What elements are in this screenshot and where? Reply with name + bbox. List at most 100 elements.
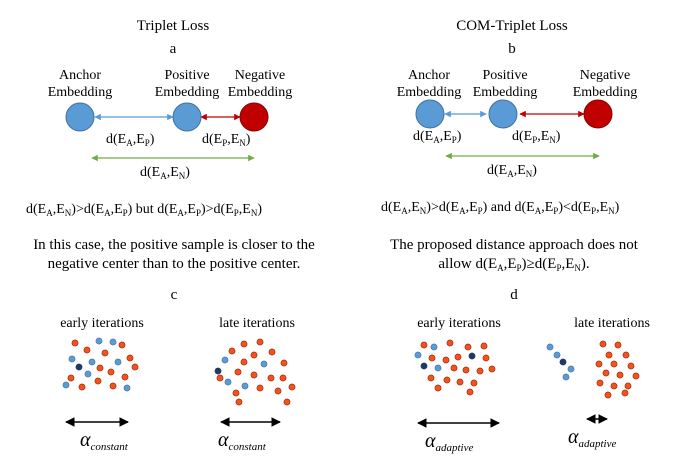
- late-adaptive-negative-point: [596, 379, 604, 387]
- late-adaptive-negative-point: [599, 340, 607, 348]
- early-adaptive-negative-point: [462, 366, 470, 374]
- late-constant-negative-point: [280, 359, 288, 367]
- left-anchor-label-line1: Anchor: [59, 68, 101, 83]
- right-late-label: late iterations: [574, 316, 650, 331]
- early-adaptive-negative-point: [454, 353, 462, 361]
- right-anchor-label-line2: Embedding: [397, 85, 462, 100]
- late-adaptive-positive-point: [567, 365, 575, 373]
- right-positive-label-line1: Positive: [482, 68, 527, 83]
- late-adaptive-positive-point: [562, 373, 570, 381]
- early-adaptive-negative-point: [450, 364, 458, 372]
- early-adaptive-negative-point: [466, 388, 474, 396]
- early-adaptive-positive-point: [430, 343, 438, 351]
- early-adaptive-negative-point: [464, 343, 472, 351]
- late-constant-negative-point: [216, 374, 224, 382]
- early-adaptive-negative-point: [488, 365, 496, 373]
- right-early-label: early iterations: [417, 316, 501, 331]
- late-adaptive-negative-point: [602, 369, 610, 377]
- late-adaptive-negative-point: [622, 351, 630, 359]
- late-constant-negative-point: [235, 398, 243, 406]
- right-anchor-label-line1: Anchor: [408, 68, 450, 83]
- alpha-adaptive-early-label: αadaptive: [425, 430, 473, 454]
- early-constant-negative-point: [121, 373, 129, 381]
- left-inequality: d(EA,EN)>d(EA,EP) but d(EA,EP)>d(EP,EN): [26, 202, 262, 218]
- late-constant-negative-point: [250, 371, 258, 379]
- early-adaptive-negative-point: [428, 354, 436, 362]
- late-constant-anchor-point: [214, 367, 222, 375]
- left-dist-pn-label: d(EP,EN): [202, 132, 251, 148]
- early-adaptive-negative-point: [434, 384, 442, 392]
- right-negative-label-line2: Embedding: [573, 85, 638, 100]
- late-adaptive-positive-point: [546, 343, 554, 351]
- right-anchor-node: [415, 99, 445, 129]
- early-adaptive-negative-point: [480, 342, 488, 350]
- right-dist-an-label: d(EA,EN): [487, 163, 537, 179]
- early-adaptive-negative-point: [446, 339, 454, 347]
- early-adaptive-anchor-point: [420, 362, 428, 370]
- late-constant-negative-point: [228, 347, 236, 355]
- right-title: COM-Triplet Loss: [456, 18, 568, 34]
- left-dist-ap-label: d(EA,EP): [106, 132, 155, 148]
- late-adaptive-negative-point: [627, 362, 635, 370]
- late-constant-negative-point: [267, 374, 275, 382]
- late-constant-negative-point: [240, 340, 248, 348]
- late-constant-negative-point: [274, 387, 282, 395]
- late-constant-negative-point: [256, 384, 264, 392]
- late-constant-positive-point: [224, 378, 232, 386]
- late-adaptive-anchor-point: [559, 358, 567, 366]
- late-adaptive-negative-point: [621, 389, 629, 397]
- early-constant-negative-point: [96, 364, 104, 372]
- early-constant-negative-point: [118, 341, 126, 349]
- late-constant-positive-point: [241, 382, 249, 390]
- late-adaptive-negative-point: [614, 341, 622, 349]
- left-positive-node: [172, 102, 202, 132]
- early-constant-anchor-point: [75, 363, 83, 371]
- right-positive-node: [488, 99, 518, 129]
- right-inequality: d(EA,EN)>d(EA,EP) and d(EA,EP)<d(EP,EN): [381, 200, 620, 216]
- left-panel-label-c: c: [171, 287, 178, 303]
- early-adaptive-negative-point: [476, 367, 484, 375]
- left-positive-label-line2: Embedding: [155, 85, 220, 100]
- early-constant-positive-point: [123, 384, 131, 392]
- late-constant-negative-point: [250, 351, 258, 359]
- right-panel-label-b: b: [508, 41, 516, 57]
- early-constant-negative-point: [126, 354, 134, 362]
- early-constant-positive-point: [95, 337, 103, 345]
- early-adaptive-negative-point: [420, 341, 428, 349]
- early-constant-negative-point: [83, 346, 91, 354]
- early-adaptive-negative-point: [442, 356, 450, 364]
- early-constant-negative-point: [109, 382, 117, 390]
- left-early-label: early iterations: [60, 316, 144, 331]
- late-adaptive-negative-point: [610, 382, 618, 390]
- left-title: Triplet Loss: [137, 18, 210, 34]
- early-adaptive-negative-point: [427, 374, 435, 382]
- late-constant-negative-point: [240, 358, 248, 366]
- right-dist-pn-label: d(EP,EN): [512, 129, 561, 145]
- right-panel-label-d: d: [510, 287, 518, 303]
- early-constant-negative-point: [107, 368, 115, 376]
- early-constant-negative-point: [71, 339, 79, 347]
- right-dist-ap-label: d(EA,EP): [413, 129, 462, 145]
- left-negative-label-line2: Embedding: [228, 85, 293, 100]
- left-caption-line2: negative center than to the positive cen…: [48, 256, 301, 272]
- triplet-loss-panel: Triplet Loss a Anchor Embedding Positive…: [26, 18, 315, 453]
- early-adaptive-negative-point: [443, 376, 451, 384]
- left-caption-line1: In this case, the positive sample is clo…: [33, 237, 315, 253]
- early-constant-negative-point: [78, 383, 86, 391]
- late-adaptive-negative-point: [595, 360, 603, 368]
- alpha-constant-late-label: αconstant: [218, 429, 267, 453]
- early-constant-positive-point: [114, 358, 122, 366]
- late-constant-positive-point: [221, 356, 229, 364]
- left-positive-label-line1: Positive: [164, 68, 209, 83]
- left-anchor-label-line2: Embedding: [48, 85, 113, 100]
- left-anchor-node: [65, 102, 95, 132]
- right-positive-label-line2: Embedding: [473, 85, 538, 100]
- late-constant-positive-point: [260, 360, 268, 368]
- early-adaptive-negative-point: [482, 354, 490, 362]
- early-adaptive-anchor-point: [468, 352, 476, 360]
- cluster-early-adaptive: [414, 339, 496, 396]
- early-constant-positive-point: [109, 338, 117, 346]
- early-adaptive-negative-point: [470, 379, 478, 387]
- late-constant-negative-point: [256, 338, 264, 346]
